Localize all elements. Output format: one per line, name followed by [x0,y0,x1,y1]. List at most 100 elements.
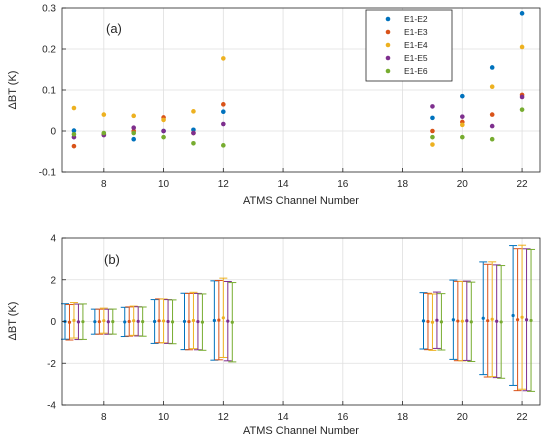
panel-a-x-axis-label: ATMS Channel Number [243,195,359,207]
data-point [221,316,225,320]
data-point [71,143,77,149]
legend-entry: E1-E4 [404,40,428,50]
data-point [97,320,101,324]
data-point [153,319,157,324]
panel-a-x-ticks: 8 10 12 14 16 18 20 22 [101,168,528,190]
panel-b-y-ticks: -4 -2 0 2 4 [47,234,66,412]
data-point [515,318,520,322]
legend-entry: E1-E2 [404,14,428,24]
panel-b-x-tick-label: 10 [158,412,170,423]
data-point [131,136,136,142]
data-point [460,122,465,128]
panel-a-y-tick-label: 0.3 [42,4,56,15]
data-point [131,130,136,136]
data-point [519,107,525,112]
legend-marker [385,68,391,74]
data-point [131,125,136,131]
data-point [71,131,77,137]
panel-a-x-tick-label: 8 [101,179,107,190]
panel-a-y-tick-label: 0.1 [42,86,56,97]
data-point [221,102,226,107]
data-point [221,121,226,127]
data-point [161,134,166,140]
legend: E1-E2 E1-E3 E1-E4 E1-E5 E1-E6 [365,9,453,82]
legend-marker [385,55,391,61]
data-point [511,313,515,318]
data-point [489,123,495,129]
data-point [486,319,490,323]
data-point [221,143,226,148]
data-point [426,319,430,324]
data-point [136,319,140,323]
data-point [421,319,426,323]
data-point [191,109,196,114]
data-point [469,320,473,324]
data-point [519,44,525,50]
data-point [161,117,166,123]
legend-entry: E1-E5 [404,53,428,63]
data-point [101,130,107,136]
panel-b-y-tick-label: -2 [47,359,56,370]
panel-b-x-tick-label: 16 [337,412,349,423]
data-point [141,320,145,324]
data-point [430,128,435,134]
data-point [187,320,191,324]
panel-b-x-tick-label: 18 [397,412,409,423]
data-point [430,115,435,121]
data-point [481,316,485,320]
data-point [490,317,494,321]
panel-a-y-tick-label: 0.2 [42,45,56,56]
panel-a: 8 10 12 14 16 18 20 22 -0.1 0 0.1 0.2 0.3 (a) ATMS … [7,4,541,207]
data-point [520,315,524,319]
legend-entry: E1-E6 [404,66,428,76]
data-point [196,320,200,324]
data-point [524,318,529,322]
data-point [127,319,131,324]
panel-b-x-tick-label: 22 [517,412,529,423]
data-point [182,319,187,324]
data-point [71,105,77,111]
data-point [71,128,77,133]
panel-a-y-tick-label: 0 [50,127,56,138]
data-point [221,109,226,115]
legend-box [365,9,453,82]
legend-entry: E1-E3 [404,27,428,37]
panel-a-x-tick-label: 20 [457,179,469,190]
data-point [465,319,469,323]
data-point [460,93,465,99]
data-point [435,318,439,322]
data-point [212,318,216,323]
panel-a-y-ticks: -0.1 0 0.1 0.2 0.3 [39,4,66,179]
panel-a-x-tick-label: 10 [158,179,170,190]
panel-a-x-tick-label: 12 [218,179,230,190]
panel-b-x-tick-label: 20 [457,412,469,423]
data-point [191,127,196,133]
data-point [460,319,464,323]
data-point [191,318,196,323]
data-point [76,320,81,324]
data-point [489,136,495,142]
data-point [81,320,85,324]
data-point [489,65,495,70]
data-point [529,318,533,323]
panel-b-x-ticks: 8 10 12 14 16 18 20 22 [101,401,528,423]
data-point [430,104,435,109]
data-point [200,320,205,324]
data-point [67,320,72,324]
panel-b-y-tick-label: -4 [47,401,56,412]
data-point [221,56,226,61]
data-point [430,320,435,324]
data-point [519,11,525,16]
data-point [519,94,525,100]
data-point [456,319,460,323]
data-point [191,130,196,136]
data-point [161,319,166,323]
data-point [101,112,107,117]
data-point [123,320,127,324]
panel-a-label: (a) [106,21,122,36]
panel-b-x-tick-label: 8 [101,412,107,423]
data-point [226,319,230,323]
legend-marker [385,16,391,22]
data-point [430,134,435,140]
data-point [132,319,136,323]
